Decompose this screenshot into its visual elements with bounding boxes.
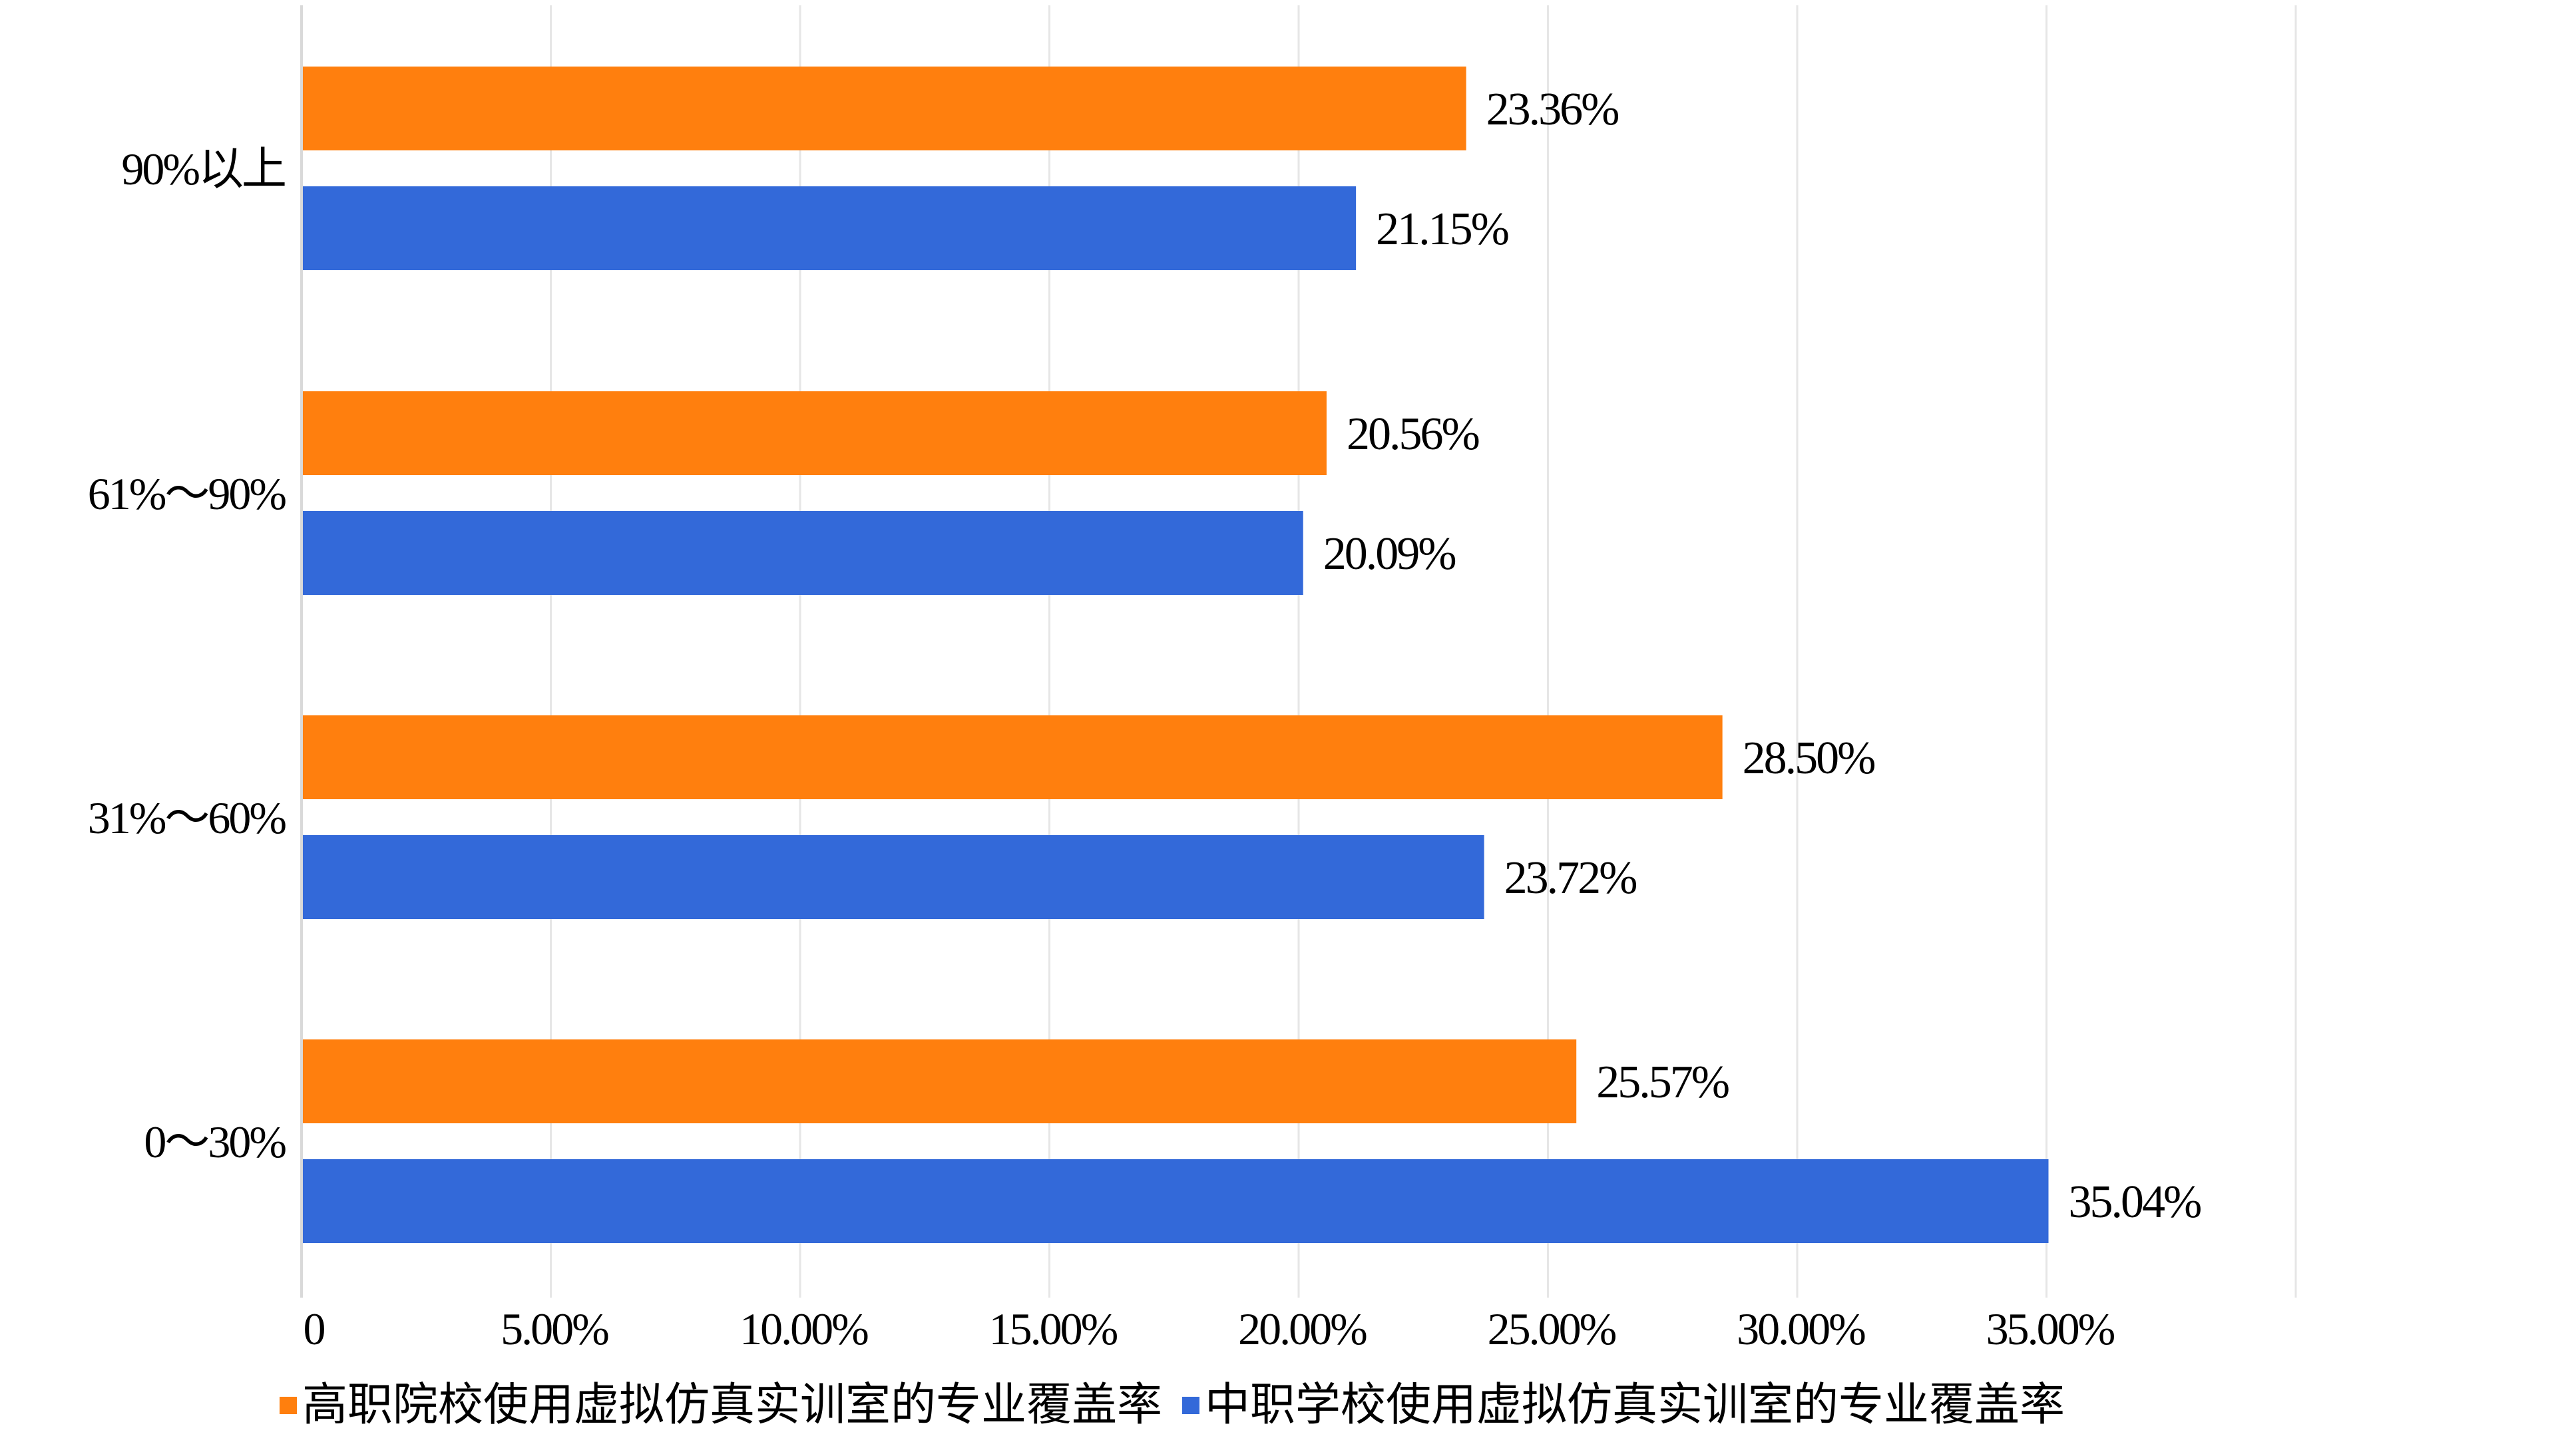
category-label-1: 90%以上 bbox=[121, 144, 285, 194]
x-tick-label-6: 30.00% bbox=[1737, 1304, 1865, 1354]
x-tick-label-7: 35.00% bbox=[1986, 1304, 2115, 1354]
labels: 23.36% 21.15% 90%以上 20.56% 20.09% 61%～90% 28.5… bbox=[88, 84, 2203, 1354]
data-label-s2-c3: 23.72% bbox=[1504, 852, 1637, 904]
bars bbox=[302, 67, 2049, 1243]
legend-label-series-2: 中职学校使用虚拟仿真实训室的专业覆盖率 bbox=[1205, 1379, 2065, 1431]
legend-label-series-1: 高职院校使用虚拟仿真实训室的专业覆盖率 bbox=[302, 1379, 1163, 1431]
data-label-s1-c3: 28.50% bbox=[1743, 733, 1875, 784]
legend-item-series-1: 高职院校使用虚拟仿真实训室的专业覆盖率 bbox=[280, 1367, 1162, 1433]
x-tick-label-5: 25.00% bbox=[1488, 1304, 1616, 1354]
bar-s2-c1 bbox=[302, 186, 1357, 270]
data-label-s1-c2: 20.56% bbox=[1347, 409, 1478, 460]
bar-s2-c4 bbox=[302, 1159, 2049, 1243]
x-tick-label-0: 0 bbox=[304, 1304, 325, 1354]
bar-s2-c3 bbox=[302, 835, 1484, 919]
data-label-s1-c4: 25.57% bbox=[1596, 1057, 1729, 1108]
data-label-s2-c1: 21.15% bbox=[1376, 204, 1508, 255]
legend: 高职院校使用虚拟仿真实训室的专业覆盖率 中职学校使用虚拟仿真实训室的专业覆盖率 bbox=[280, 1367, 2085, 1433]
data-label-s1-c1: 23.36% bbox=[1486, 84, 1619, 135]
data-label-s2-c2: 20.09% bbox=[1323, 528, 1456, 580]
legend-swatch-series-1 bbox=[280, 1396, 297, 1414]
bar-s1-c4 bbox=[302, 1039, 1577, 1123]
x-tick-label-3: 15.00% bbox=[989, 1304, 1118, 1354]
category-label-4: 0～30% bbox=[144, 1117, 286, 1167]
bar-s1-c1 bbox=[302, 67, 1466, 150]
category-label-3: 31%～60% bbox=[88, 793, 286, 843]
data-label-s2-c4: 35.04% bbox=[2068, 1177, 2201, 1228]
bar-s1-c3 bbox=[302, 715, 1723, 799]
x-tick-label-2: 10.00% bbox=[740, 1304, 868, 1354]
bar-s1-c2 bbox=[302, 391, 1327, 475]
legend-item-series-2: 中职学校使用虚拟仿真实训室的专业覆盖率 bbox=[1182, 1367, 2065, 1433]
x-tick-label-4: 20.00% bbox=[1238, 1304, 1367, 1354]
category-label-2: 61%～90% bbox=[88, 468, 286, 519]
x-tick-label-1: 5.00% bbox=[501, 1304, 608, 1354]
bar-s2-c2 bbox=[302, 511, 1303, 595]
legend-swatch-series-2 bbox=[1182, 1396, 1200, 1414]
